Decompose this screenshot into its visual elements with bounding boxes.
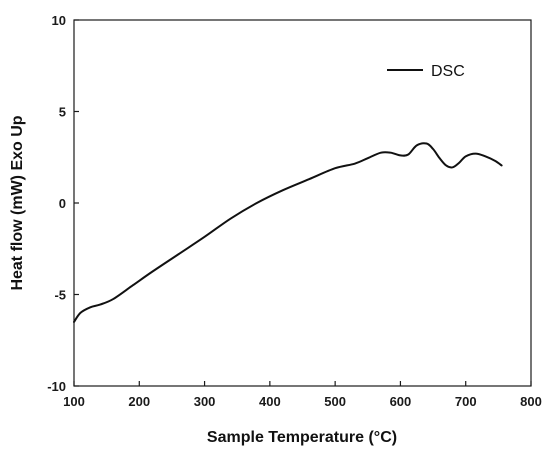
x-tick-label: 700 <box>455 394 477 409</box>
y-tick-label: 0 <box>59 196 66 211</box>
y-tick-label: 10 <box>52 13 66 28</box>
y-tick-label: -10 <box>47 379 66 394</box>
series-layer <box>73 142 503 323</box>
x-tick-label: 400 <box>259 394 281 409</box>
legend-label-dsc: DSC <box>431 63 465 80</box>
x-tick-label: 800 <box>520 394 542 409</box>
x-tick-label: 200 <box>128 394 150 409</box>
x-tick-label: 600 <box>390 394 412 409</box>
ticks-layer: 100 200 300 400 500 600 700 800 -10 -5 0 5 10 <box>47 13 542 409</box>
y-tick-label: 5 <box>59 105 66 120</box>
legend: DSC <box>387 63 465 80</box>
x-tick-label: 100 <box>63 394 85 409</box>
series-line-dsc <box>73 142 503 323</box>
y-axis-title: Heat flow (mW) Exo Up <box>9 115 26 290</box>
x-tick-label: 300 <box>194 394 216 409</box>
x-axis-title: Sample Temperature (°C) <box>207 429 397 446</box>
x-tick-label: 500 <box>324 394 346 409</box>
y-tick-label: -5 <box>54 288 66 303</box>
